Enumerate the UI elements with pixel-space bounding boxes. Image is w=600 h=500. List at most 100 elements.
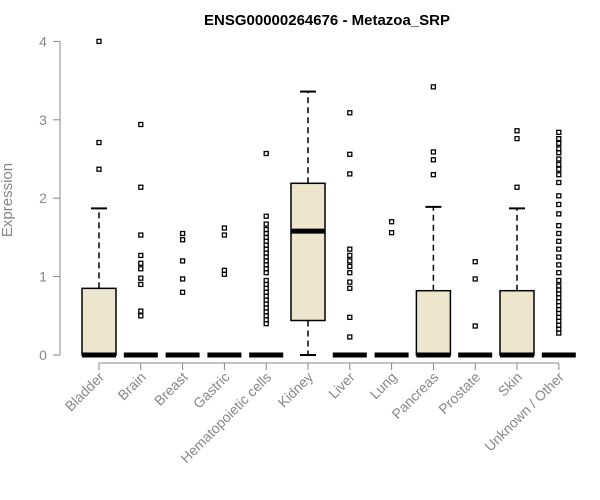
x-tick-label: Kidney [275, 369, 317, 411]
outlier-point [472, 276, 478, 282]
box-iqr [290, 182, 326, 322]
outlier-point [179, 289, 186, 295]
box-skin [499, 128, 535, 358]
outlier-point [138, 281, 144, 288]
box-iqr [499, 289, 535, 356]
outlier-point [221, 267, 228, 273]
outlier-point [556, 179, 562, 186]
outlier-point [556, 230, 562, 237]
outlier-point [347, 171, 353, 177]
outlier-point [556, 270, 562, 276]
y-tick-label: 3 [39, 112, 47, 128]
outlier-point [138, 313, 144, 319]
y-tick-label: 2 [39, 190, 47, 206]
x-tick-label: Prostate [435, 369, 483, 417]
chart-title: ENSG00000264676 - Metazoa_SRP [204, 12, 450, 29]
outlier-point [138, 266, 144, 272]
outlier-point [179, 258, 186, 264]
outlier-point [179, 237, 186, 243]
outlier-point [556, 135, 562, 142]
box-pancreas [415, 84, 452, 358]
outlier-point [556, 146, 562, 152]
y-axis-label: Expression [0, 163, 16, 237]
box-lung [374, 219, 409, 358]
outlier-point [556, 238, 562, 244]
outlier-point [138, 121, 144, 128]
y-tick-label: 1 [39, 269, 47, 285]
outlier-point [556, 262, 562, 268]
outlier-point [556, 246, 562, 252]
box-breast [165, 230, 200, 358]
outlier-point [556, 254, 562, 260]
outlier-point [263, 277, 269, 284]
y-tick-label: 0 [39, 347, 47, 363]
outlier-point [556, 161, 562, 168]
x-tick-label: Skin [495, 369, 526, 400]
outlier-point [556, 140, 562, 146]
outlier-point [556, 277, 562, 284]
outlier-point [179, 230, 186, 237]
outlier-point [179, 276, 186, 282]
outlier-point [430, 172, 437, 178]
x-tick-label: Liver [325, 369, 358, 402]
outlier-point [556, 156, 562, 162]
outlier-point [263, 150, 269, 157]
box-iqr [81, 287, 117, 356]
plot-area [81, 38, 576, 358]
outlier-point [221, 225, 228, 231]
outlier-point [96, 38, 102, 45]
outlier-point [347, 270, 353, 276]
box-gastric [207, 225, 242, 358]
outlier-point [347, 263, 353, 270]
outlier-point [263, 221, 269, 227]
outlier-point [347, 246, 353, 252]
outlier-point [514, 184, 520, 190]
outlier-point [96, 139, 102, 146]
outlier-point [347, 110, 353, 116]
x-tick-label: Lung [366, 369, 399, 402]
box-hematopoietic-cells [249, 150, 284, 358]
x-tick-label: Bladder [62, 369, 108, 415]
outlier-point [556, 283, 562, 289]
outlier-point [556, 201, 562, 208]
outlier-point [347, 151, 353, 157]
x-tick-label: Breast [151, 369, 191, 409]
outlier-point [263, 226, 269, 233]
box-kidney [290, 90, 326, 356]
outlier-point [347, 285, 353, 292]
outlier-point [138, 232, 144, 238]
x-tick-label: Unknown / Other [481, 369, 567, 455]
outlier-point [430, 84, 437, 90]
box-brain [123, 121, 158, 358]
outlier-point [96, 166, 102, 172]
outlier-point [556, 193, 562, 199]
outlier-point [430, 157, 437, 163]
outlier-point [138, 252, 144, 259]
outlier-point [263, 213, 269, 219]
outlier-point [430, 149, 437, 155]
y-tick-label: 4 [39, 33, 47, 49]
y-axis: 0 1 2 3 4 [39, 33, 61, 363]
outlier-point [556, 211, 562, 217]
outlier-point [388, 230, 395, 236]
box-prostate [458, 259, 493, 358]
x-tick-label: Brain [114, 369, 148, 403]
outlier-point [472, 323, 478, 329]
outlier-point [514, 135, 520, 142]
outlier-point [556, 129, 562, 135]
outlier-point [138, 184, 144, 190]
outlier-point [138, 260, 144, 266]
outlier-point [138, 308, 144, 314]
outlier-point [472, 259, 478, 265]
outlier-point [347, 252, 353, 259]
outlier-point [556, 172, 562, 178]
outlier-point [138, 275, 144, 281]
outlier-point [388, 219, 395, 225]
outlier-point [347, 279, 353, 285]
box-unknown-other [541, 129, 576, 358]
outlier-point [347, 314, 353, 321]
outlier-point [514, 128, 520, 134]
outlier-point [347, 334, 353, 340]
